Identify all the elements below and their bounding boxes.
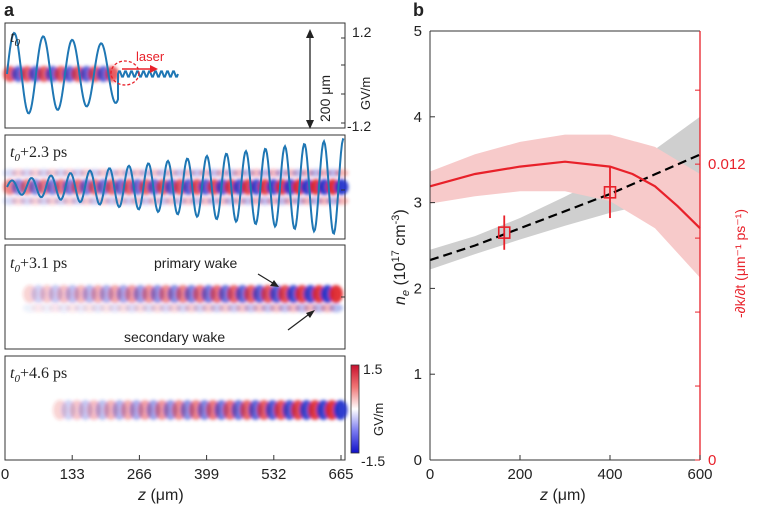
density-fit-line	[429, 153, 701, 262]
x-tick-label: 399	[194, 466, 219, 483]
scale-bar-top-arrow-icon	[306, 29, 314, 38]
y-tick-label: 0	[414, 452, 422, 469]
time-label-2: t0+3.1 ps	[10, 255, 67, 275]
panel-b-x-label: z (μm)	[539, 487, 586, 504]
subpanel-t0-plus-2-3ps: t0+2.3 ps	[3, 134, 349, 240]
field-axis-unit: GV/m	[358, 77, 373, 110]
field-blob	[329, 285, 343, 303]
wake-field-map	[53, 400, 348, 420]
subpanel-t0: laser t0	[3, 22, 346, 129]
secondary-wake-label: secondary wake	[124, 329, 225, 345]
y-tick-label: 3	[414, 195, 422, 212]
x-tick-label: 600	[687, 466, 712, 483]
x-tick-label: 0	[426, 466, 434, 483]
primary-wake-label: primary wake	[154, 255, 237, 271]
colorbar-gradient	[350, 364, 360, 454]
x-tick-label: 0	[1, 466, 9, 483]
scale-bar-label: 200 μm	[317, 75, 333, 122]
x-tick-label: 266	[127, 466, 152, 483]
wake-field-map	[23, 285, 343, 313]
secondary-arrowhead-icon	[306, 310, 315, 318]
measured-markers	[497, 166, 617, 250]
density-band	[430, 116, 700, 270]
x-tick-label: 532	[261, 466, 286, 483]
panel-b-label: b	[413, 0, 424, 20]
field-blob	[334, 179, 349, 195]
colorbar-top: 1.5	[363, 361, 383, 377]
x-tick-label: 665	[328, 466, 353, 483]
wake-field-map	[3, 66, 119, 82]
y-tick-label: 2	[414, 280, 422, 297]
scale-bar-bottom-arrow-icon	[306, 120, 314, 129]
left-axis-label: ne (1017 cm-3)	[390, 209, 412, 305]
colorbar: 1.5 GV/m -1.5	[350, 361, 386, 469]
data-point	[497, 226, 511, 239]
panel-a-x-axis: 0 133 266 399 532 665	[1, 455, 354, 483]
y-tick-label: 1	[414, 366, 422, 383]
laser-spot-icon	[110, 60, 140, 86]
field-blob	[329, 303, 343, 313]
right-tick-label: 0.012	[708, 156, 746, 173]
field-blob	[333, 400, 348, 420]
data-point	[603, 186, 617, 199]
subpanel-t0-plus-4-6ps: t0+4.6 ps	[4, 355, 348, 461]
time-label-3: t0+4.6 ps	[10, 365, 67, 385]
panel-a-label: a	[4, 0, 15, 20]
right-tick-label: 0	[708, 452, 716, 469]
panel-a-subpanels: laser t0 t0+2.3 ps t0+3.1 ps primary wak…	[3, 22, 349, 461]
y-tick-label: 4	[414, 109, 422, 126]
field-axis-top: 1.2	[352, 24, 372, 40]
laser-label: laser	[136, 49, 165, 64]
field-blob	[334, 169, 349, 177]
field-lineout	[6, 31, 179, 115]
y-tick-label: 5	[414, 23, 422, 40]
subpanel-t0-plus-3-1ps: t0+3.1 ps primary wake secondary wake	[4, 244, 346, 350]
field-axis: 200 μm 1.2 GV/m -1.2	[306, 24, 373, 134]
x-tick-label: 200	[507, 466, 532, 483]
right-axis-label: -∂k/∂t (μm⁻¹ ps⁻¹)	[732, 209, 748, 318]
time-label-1: t0+2.3 ps	[10, 144, 67, 164]
time-label-0: t0	[10, 29, 20, 49]
panel-a-x-label: z (μm)	[137, 487, 184, 504]
primary-arrowhead-icon	[270, 280, 279, 287]
laser-arrowhead-icon	[150, 65, 158, 73]
x-tick-label: 133	[60, 466, 85, 483]
colorbar-unit: GV/m	[371, 403, 386, 436]
field-lineout	[6, 137, 345, 236]
colorbar-bottom: -1.5	[361, 453, 385, 469]
x-tick-label: 400	[597, 466, 622, 483]
field-axis-bottom: -1.2	[347, 118, 371, 134]
